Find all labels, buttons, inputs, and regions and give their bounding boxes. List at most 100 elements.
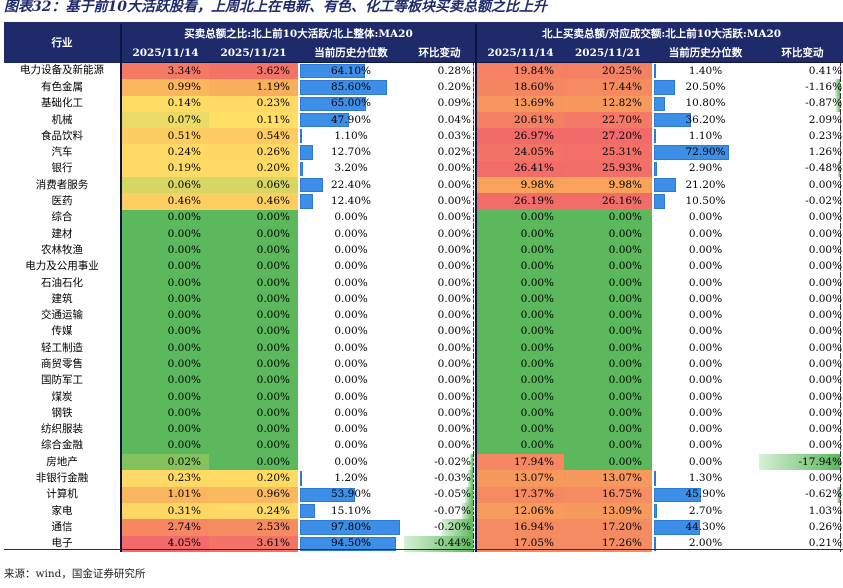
percentile-bar [654,112,692,128]
percentile-cell: 0.00% [652,307,759,323]
ratio-1114-cell: 0.19% [120,160,209,178]
bottom-rule [4,549,843,550]
ratio-1121-cell: 0.00% [209,258,298,275]
zero-axis [472,291,474,308]
percentile-value: 20.50% [685,80,726,93]
percentile-value: 45.90% [685,488,726,501]
percentile-value: 1.30% [688,472,723,485]
zero-axis [472,503,474,520]
change-cell: -0.62% [759,486,843,504]
share-1114-cell: 17.05% [475,535,565,552]
percentile-value: 3.20% [334,162,368,175]
zero-axis [839,209,841,226]
ratio-1114-cell: 0.23% [120,470,209,487]
zero-axis [839,193,841,210]
ratio-1114-cell: 0.00% [120,421,209,438]
percentile-value: 0.00% [688,243,723,256]
zero-axis [839,535,841,552]
zero-axis [472,307,474,324]
zero-axis [839,470,841,487]
share-1114-cell: 0.00% [475,437,565,455]
share-1121-cell: 0.00% [564,388,653,406]
zero-axis [839,356,841,373]
change-cell: 0.00% [759,372,843,389]
change-value: 0.00% [808,341,843,354]
change-value: -0.02% [805,195,843,208]
share-1114-cell: 0.00% [475,356,565,373]
change-value: 0.28% [437,64,472,77]
ratio-1114-cell: 0.00% [120,242,209,259]
percentile-value: 22.40% [330,178,372,191]
share-1114-cell: 0.00% [475,340,565,357]
change-cell: 2.09% [759,111,843,129]
table-row: 汽车 0.24% 0.26% 12.70% 0.02% 24.05% 25.31% 72.90… [4,144,843,161]
percentile-value: 0.00% [688,341,723,354]
change-cell: -0.48% [759,160,843,178]
industry-cell: 计算机 [46,488,78,501]
ratio-1121-cell: 2.53% [209,519,298,536]
zero-axis [472,63,474,80]
share-1114-cell: 0.00% [475,388,565,406]
share-1121-cell: 0.00% [564,323,653,341]
table-row: 电力设备及新能源 3.34% 3.62% 64.10% 0.28% 19.84% 20.25… [4,62,843,80]
ratio-1114-cell: 0.07% [120,111,209,129]
change-cell: -0.05% [404,486,476,504]
percentile-bar [300,64,366,79]
change-value: 0.00% [437,243,472,256]
percentile-cell: 0.00% [298,340,404,356]
zero-axis [839,258,841,275]
zero-axis [839,160,841,178]
change-cell: 0.02% [404,144,476,161]
percentile-value: 0.00% [334,390,368,403]
percentile-value: 44.30% [685,520,726,533]
ratio-1121-cell: 0.23% [209,95,298,112]
change-bar-negative [759,454,840,471]
zero-axis [472,421,474,438]
percentile-cell: 0.00% [652,356,759,372]
change-bar-negative [837,160,840,178]
share-1121-cell: 12.82% [564,95,653,112]
industry-cell: 机械 [51,113,73,126]
percentile-cell: 12.40% [298,193,404,209]
change-cell: 0.00% [759,242,843,259]
share-1114-cell: 16.94% [475,519,565,536]
share-1121-cell: 0.00% [564,454,653,471]
share-1114-cell: 0.00% [475,274,565,292]
col-header: 2025/11/21 [209,44,298,63]
percentile-value: 1.10% [688,129,723,142]
data-table: 行业 买卖总额之比:北上前10大活跃/北上整体:MA20 北上买卖总额/对应成交… [4,22,843,552]
percentile-value: 15.10% [330,504,372,517]
percentile-value: 10.80% [685,97,726,110]
ratio-1121-cell: 0.46% [209,193,298,210]
table-row: 农林牧渔 0.00% 0.00% 0.00% 0.00% 0.00% 0.00% 0.00% 0… [4,242,843,259]
ratio-1114-cell: 0.31% [120,503,209,520]
change-value: -0.87% [805,97,843,110]
percentile-cell: 0.00% [298,324,404,340]
percentile-value: 0.00% [688,325,723,338]
ratio-1121-cell: 0.26% [209,144,298,161]
percentile-bar [300,178,323,193]
change-cell: 0.41% [759,63,843,80]
percentile-value: 0.00% [334,211,368,224]
change-cell: -1.16% [759,79,843,96]
percentile-bar [654,194,665,209]
share-1121-cell: 0.00% [564,405,653,422]
zero-axis [839,519,841,536]
share-1121-cell: 0.00% [564,356,653,373]
ratio-1114-cell: 0.02% [120,454,209,471]
percentile-cell: 12.70% [298,144,404,160]
percentile-cell: 22.40% [298,177,404,193]
share-1121-cell: 27.20% [564,128,653,145]
percentile-value: 0.00% [334,455,368,468]
change-bar-negative [461,503,473,520]
change-value: 0.02% [437,146,472,159]
change-value: -0.20% [434,520,472,533]
table-row: 基础化工 0.14% 0.23% 65.00% 0.09% 13.69% 12.82% 10.… [4,95,843,112]
industry-cell: 石油石化 [41,276,83,289]
ratio-1121-cell: 0.54% [209,128,298,145]
change-cell: 0.03% [404,128,476,145]
percentile-bar [654,129,657,144]
zero-axis [839,95,841,112]
industry-cell: 传媒 [51,325,73,338]
share-1114-cell: 17.37% [475,486,565,504]
